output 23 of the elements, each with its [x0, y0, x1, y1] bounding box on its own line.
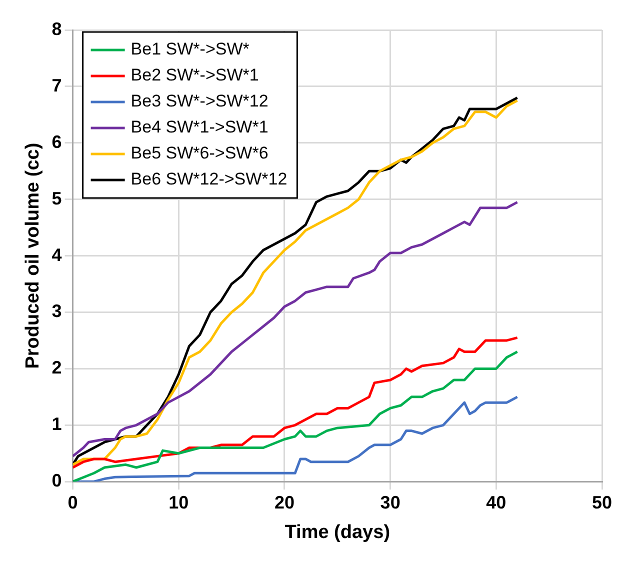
- legend-label: Be4 SW*1->SW*1: [130, 118, 268, 137]
- y-tick-label: 4: [52, 244, 62, 265]
- x-tick-label: 20: [274, 492, 294, 512]
- y-tick-label: 3: [52, 301, 62, 322]
- x-tick-label: 50: [592, 492, 612, 512]
- legend-label: Be3 SW*->SW*12: [130, 92, 268, 111]
- y-tick-label: 2: [52, 358, 62, 378]
- legend-label: Be1 SW*->SW*: [130, 40, 250, 59]
- y-tick-label: 6: [52, 132, 62, 152]
- y-tick-label: 8: [52, 18, 62, 39]
- y-tick-label: 5: [52, 188, 62, 208]
- y-tick-label: 7: [52, 75, 62, 96]
- y-axis-title: Produced oil volume (cc): [22, 142, 44, 369]
- legend-label: Be6 SW*12->SW*12: [130, 170, 288, 189]
- legend-label: Be2 SW*->SW*1: [130, 66, 259, 85]
- legend-label: Be5 SW*6->SW*6: [130, 144, 268, 163]
- x-tick-label: 30: [380, 492, 400, 512]
- y-tick-label: 0: [52, 470, 62, 491]
- x-tick-label: 0: [68, 492, 78, 512]
- x-axis-title: Time (days): [284, 522, 390, 543]
- y-tick-label: 1: [52, 414, 62, 434]
- x-tick-label: 10: [168, 492, 189, 512]
- x-tick-label: 40: [486, 492, 506, 512]
